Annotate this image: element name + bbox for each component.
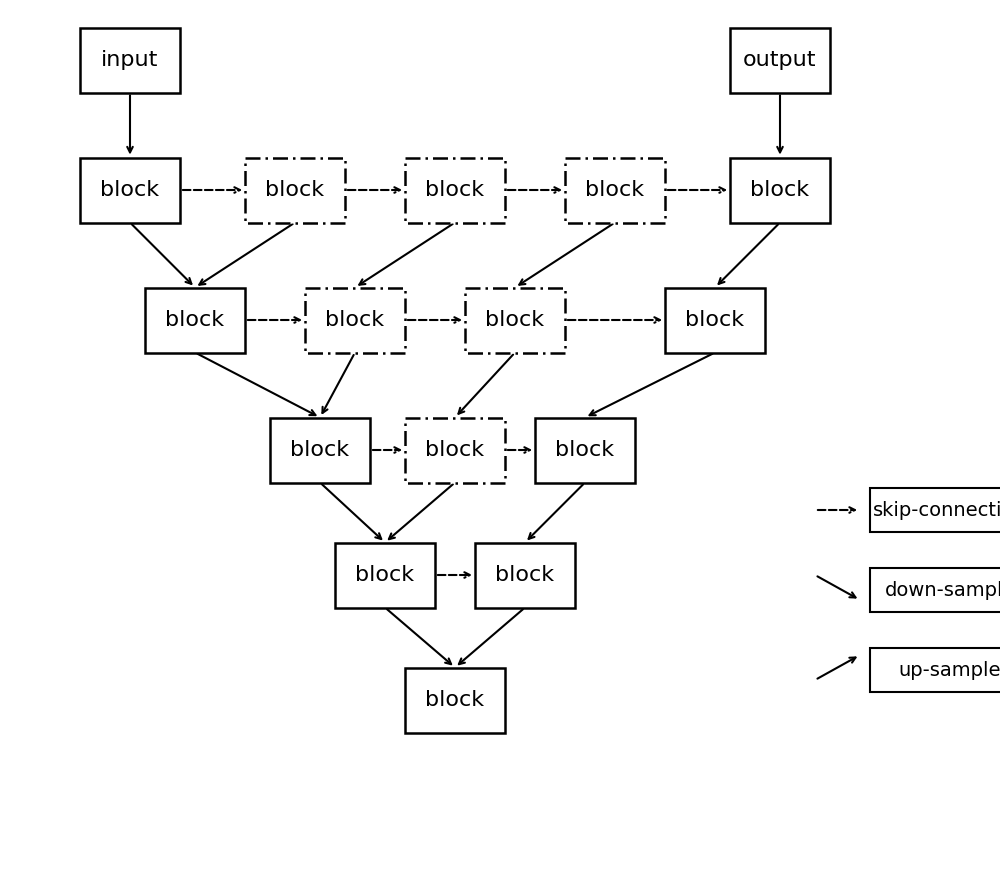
Bar [145, 287, 245, 353]
Text: block: block [265, 180, 325, 200]
Text: block: block [355, 565, 415, 585]
Bar [305, 287, 405, 353]
Bar [405, 667, 505, 733]
Bar [80, 27, 180, 93]
Text: block: block [425, 690, 485, 710]
Text: block: block [290, 440, 350, 460]
Text: block: block [555, 440, 615, 460]
Bar [475, 543, 575, 607]
Bar [870, 568, 1000, 612]
Text: down-sample: down-sample [885, 581, 1000, 599]
Bar [245, 157, 345, 223]
Bar [405, 157, 505, 223]
Text: block: block [165, 310, 225, 330]
Text: skip-connection: skip-connection [873, 500, 1000, 520]
Text: block: block [485, 310, 545, 330]
Text: block: block [585, 180, 645, 200]
Text: block: block [750, 180, 810, 200]
Text: block: block [325, 310, 385, 330]
Bar [870, 648, 1000, 692]
Text: block: block [425, 440, 485, 460]
Bar [730, 27, 830, 93]
Text: block: block [425, 180, 485, 200]
Bar [870, 488, 1000, 532]
Text: output: output [743, 50, 817, 70]
Text: block: block [685, 310, 745, 330]
Bar [535, 417, 635, 483]
Text: block: block [495, 565, 555, 585]
Text: up-sample: up-sample [899, 660, 1000, 680]
Bar [565, 157, 665, 223]
Bar [730, 157, 830, 223]
Text: input: input [101, 50, 159, 70]
Bar [270, 417, 370, 483]
Bar [665, 287, 765, 353]
Bar [335, 543, 435, 607]
Text: block: block [100, 180, 160, 200]
Bar [465, 287, 565, 353]
Bar [80, 157, 180, 223]
Bar [405, 417, 505, 483]
